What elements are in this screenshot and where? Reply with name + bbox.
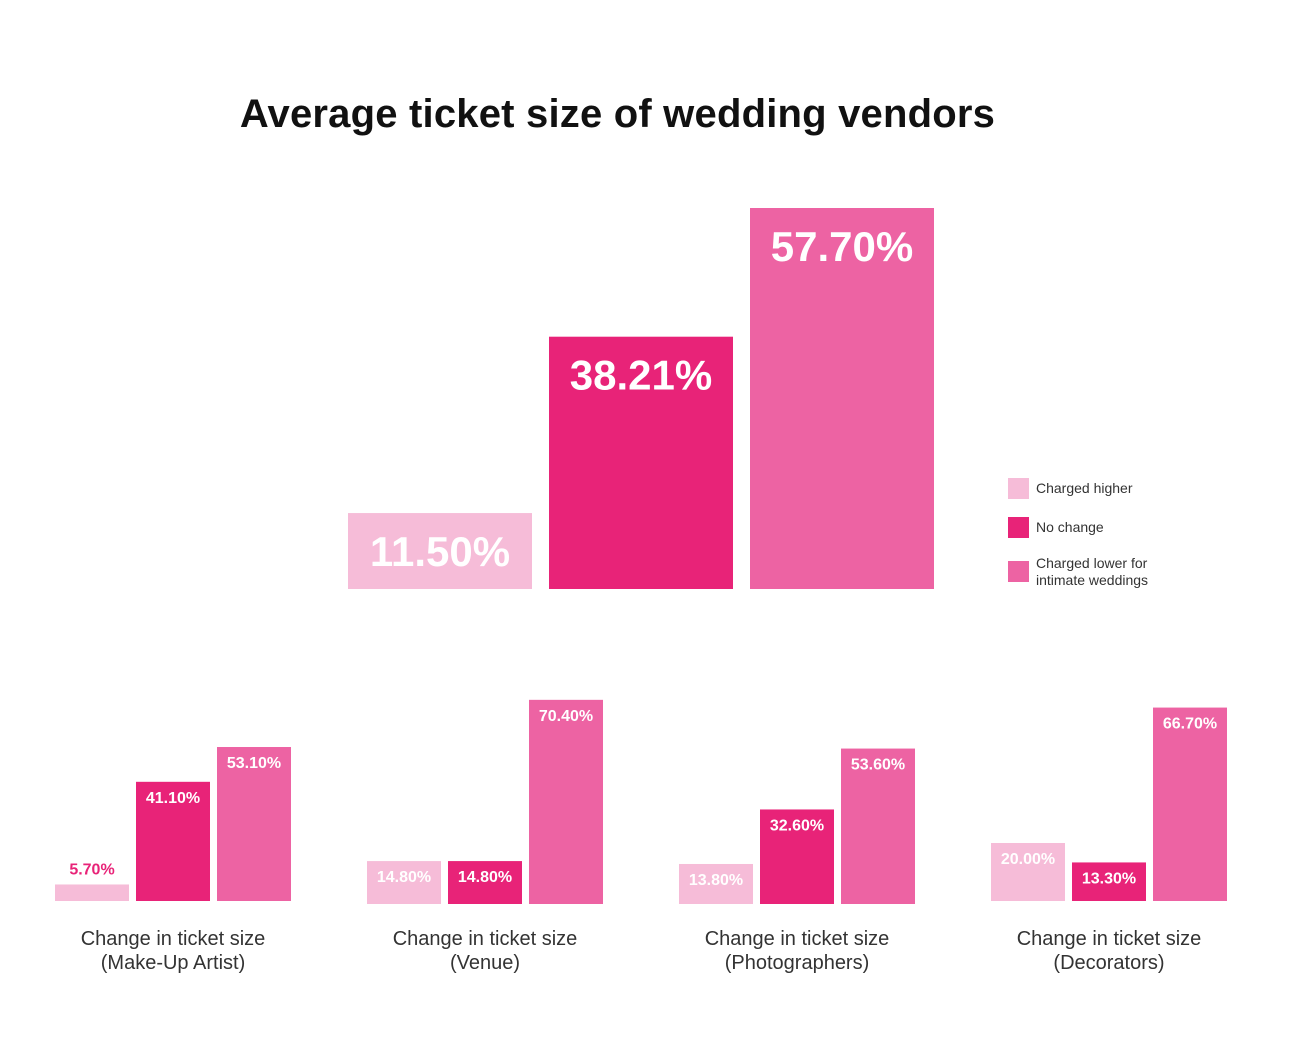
legend-swatch-charged-higher [1008, 478, 1029, 499]
legend: Charged higher No change Charged lower f… [1008, 478, 1186, 589]
photographers-caption: (Photographers) [725, 952, 870, 974]
main-bar-label: 38.21% [570, 352, 712, 399]
main-bar-label: 57.70% [771, 223, 913, 270]
venue-bar-0 [367, 861, 441, 904]
photographers-bar-1 [760, 809, 834, 904]
decorators-bar-2 [1153, 707, 1227, 901]
makeup-bar-label: 41.10% [146, 790, 200, 807]
decorators-bar-label: 66.70% [1163, 716, 1217, 733]
venue-bar-1 [448, 861, 522, 904]
venue-bar-label: 14.80% [377, 869, 431, 886]
venue-caption: Change in ticket size [393, 928, 578, 950]
venue-bar-label: 70.40% [539, 708, 593, 725]
legend-swatch-no-change [1008, 517, 1029, 538]
venue-caption: (Venue) [450, 952, 520, 974]
photographers-caption: Change in ticket size [705, 928, 890, 950]
makeup-bar-2 [217, 747, 291, 901]
decorators-bar-label: 13.30% [1082, 870, 1136, 887]
venue-bar-2 [529, 699, 603, 904]
legend-item-charged-lower: Charged lower for intimate weddings [1008, 555, 1186, 589]
chart-title: Average ticket size of wedding vendors [239, 92, 996, 136]
legend-label: Charged higher [1036, 480, 1133, 496]
legend-swatch-charged-lower [1008, 561, 1029, 582]
main-bar-1 [549, 336, 733, 589]
decorators-bar-label: 20.00% [1001, 851, 1055, 868]
makeup-caption: Change in ticket size [81, 928, 266, 950]
main-bar-2 [750, 208, 934, 589]
legend-item-no-change: No change [1008, 517, 1186, 555]
makeup-bar-1 [136, 781, 210, 901]
makeup-bar-label: 5.70% [69, 861, 114, 878]
decorators-bar-1 [1072, 862, 1146, 901]
venue-bar-label: 14.80% [458, 869, 512, 886]
photographers-bar-label: 13.80% [689, 872, 743, 889]
legend-label: Charged lower for intimate weddings [1036, 555, 1149, 588]
photographers-bar-2 [841, 748, 915, 904]
main-bar-0 [348, 513, 532, 589]
photographers-bar-label: 32.60% [770, 817, 824, 834]
main-bar-label: 11.50% [370, 528, 510, 575]
decorators-bar-0 [991, 843, 1065, 901]
photographers-bar-label: 53.60% [851, 757, 905, 774]
makeup-caption: (Make-Up Artist) [101, 952, 245, 974]
makeup-bar-label: 53.10% [227, 755, 281, 772]
legend-label: No change [1036, 519, 1104, 535]
makeup-bar-0 [55, 884, 129, 901]
decorators-caption: (Decorators) [1053, 952, 1164, 974]
legend-item-charged-higher: Charged higher [1008, 478, 1186, 517]
photographers-bar-0 [679, 863, 753, 904]
decorators-caption: Change in ticket size [1017, 928, 1202, 950]
